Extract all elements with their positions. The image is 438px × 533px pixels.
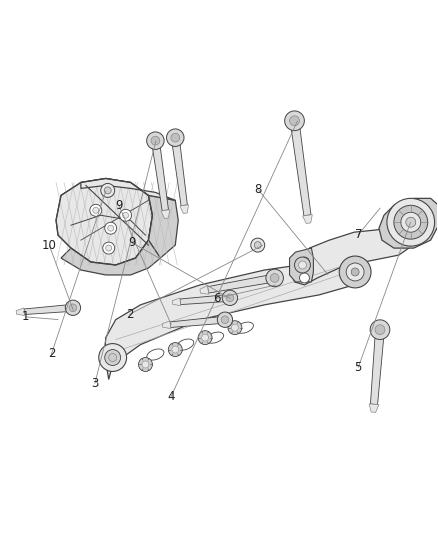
Polygon shape [371, 329, 385, 405]
Circle shape [105, 222, 117, 234]
Polygon shape [290, 120, 311, 216]
Polygon shape [81, 179, 175, 200]
Polygon shape [293, 228, 411, 285]
Polygon shape [171, 137, 187, 206]
Text: 8: 8 [254, 183, 262, 196]
Polygon shape [56, 179, 152, 265]
Circle shape [251, 238, 265, 252]
Polygon shape [379, 198, 438, 248]
Circle shape [231, 324, 238, 331]
Circle shape [93, 207, 99, 213]
Polygon shape [16, 308, 25, 316]
Circle shape [375, 325, 385, 335]
Circle shape [298, 261, 307, 269]
Circle shape [120, 209, 131, 221]
Text: 10: 10 [42, 239, 57, 252]
Circle shape [221, 316, 229, 324]
Circle shape [138, 358, 152, 372]
Polygon shape [148, 196, 178, 258]
Polygon shape [303, 215, 312, 223]
Circle shape [406, 217, 416, 227]
Circle shape [401, 212, 421, 232]
Circle shape [394, 205, 427, 239]
Text: 9: 9 [115, 199, 123, 212]
Circle shape [370, 320, 390, 340]
Circle shape [254, 241, 261, 248]
Circle shape [226, 294, 234, 302]
Ellipse shape [177, 339, 194, 350]
Circle shape [270, 273, 279, 282]
Polygon shape [152, 140, 169, 211]
Text: 3: 3 [91, 377, 99, 390]
Ellipse shape [147, 349, 164, 360]
Polygon shape [200, 286, 209, 294]
Polygon shape [208, 274, 276, 293]
Circle shape [151, 136, 160, 145]
Circle shape [290, 116, 300, 126]
Polygon shape [161, 209, 170, 219]
Text: 6: 6 [213, 292, 221, 305]
Ellipse shape [206, 332, 224, 343]
Circle shape [101, 183, 115, 197]
Circle shape [300, 273, 309, 283]
Circle shape [285, 111, 304, 131]
Circle shape [172, 346, 179, 353]
Circle shape [266, 269, 283, 287]
Polygon shape [170, 316, 225, 327]
Circle shape [222, 290, 237, 305]
Circle shape [171, 133, 180, 142]
Circle shape [103, 242, 115, 254]
Circle shape [346, 263, 364, 281]
Circle shape [201, 334, 208, 341]
Circle shape [90, 204, 102, 216]
Polygon shape [180, 205, 188, 214]
Circle shape [99, 344, 127, 372]
Ellipse shape [236, 322, 254, 333]
Circle shape [104, 187, 111, 194]
Circle shape [106, 245, 112, 251]
Polygon shape [24, 304, 73, 314]
Circle shape [198, 330, 212, 345]
Polygon shape [61, 240, 160, 275]
Text: 7: 7 [354, 228, 362, 241]
Text: 4: 4 [167, 390, 175, 403]
Circle shape [228, 321, 242, 335]
Circle shape [65, 300, 81, 316]
Circle shape [168, 343, 182, 357]
Polygon shape [369, 404, 379, 413]
Circle shape [69, 304, 77, 312]
Text: 5: 5 [355, 361, 362, 374]
Circle shape [147, 132, 164, 149]
Polygon shape [162, 321, 171, 328]
Polygon shape [105, 255, 367, 379]
Polygon shape [172, 298, 180, 305]
Text: 2: 2 [126, 308, 134, 321]
Polygon shape [180, 294, 230, 304]
Text: 2: 2 [48, 348, 55, 360]
Circle shape [105, 350, 120, 366]
Circle shape [109, 353, 117, 361]
Circle shape [351, 268, 359, 276]
Polygon shape [290, 248, 314, 282]
Circle shape [166, 129, 184, 147]
Circle shape [108, 225, 114, 231]
Circle shape [294, 257, 311, 273]
Circle shape [300, 257, 309, 267]
Text: 9: 9 [128, 236, 136, 249]
Circle shape [339, 256, 371, 288]
Text: 1: 1 [21, 310, 29, 324]
Circle shape [217, 312, 233, 327]
Circle shape [142, 361, 149, 368]
Circle shape [387, 198, 434, 246]
Circle shape [123, 212, 129, 218]
